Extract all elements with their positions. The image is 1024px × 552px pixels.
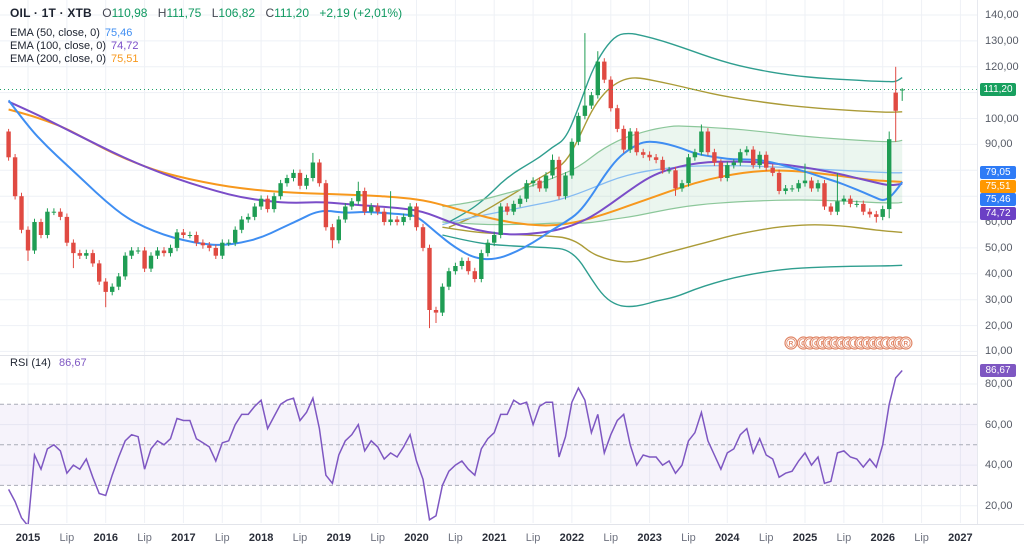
price-badge: 75,46 <box>980 193 1016 207</box>
time-tick-2021: 2021 <box>481 532 507 544</box>
svg-text:R: R <box>789 340 794 347</box>
symbol-title: OIL · 1T · XTB <box>10 6 92 20</box>
rsi-badge: 86,67 <box>980 363 1016 377</box>
price-axis-label: 40,00 <box>985 267 1013 280</box>
price-axis-label: 130,00 <box>985 34 1019 47</box>
time-tick-2027: 2027 <box>948 532 973 544</box>
open-value: O110,98 <box>102 6 148 20</box>
high-value: H111,75 <box>157 6 202 20</box>
rsi-zone <box>0 404 977 486</box>
band-fill-bottom-line <box>442 199 903 226</box>
time-tick-2015: 2015 <box>15 532 41 544</box>
rsi-legend[interactable]: RSI (14) 86,67 <box>10 357 87 369</box>
time-tick-Lip: Lip <box>525 532 541 544</box>
time-tick-Lip: Lip <box>448 532 463 544</box>
indicator-row-ema50[interactable]: EMA (50, close, 0) 75,46 <box>10 27 132 39</box>
ema100-label: EMA (100, close, 0) <box>10 40 106 52</box>
rsi-axis-label: 40,00 <box>985 459 1013 472</box>
time-tick-Lip: Lip <box>681 532 696 544</box>
rsi-line <box>7 370 903 528</box>
price-axis-label: 100,00 <box>985 112 1019 125</box>
band-basis-line <box>442 164 903 226</box>
time-tick-2022: 2022 <box>559 532 585 544</box>
time-tick-2020: 2020 <box>404 532 429 544</box>
price-axis-label: 120,00 <box>985 60 1019 73</box>
time-tick-Lip: Lip <box>370 532 386 544</box>
price-badge: 111,20 <box>980 83 1016 97</box>
time-tick-2018: 2018 <box>248 532 274 544</box>
ema50-value: 75,46 <box>104 27 133 39</box>
ema200-label: EMA (200, close, 0) <box>10 53 106 65</box>
time-axis[interactable]: 2015 Lip 2016 Lip 2017 Lip 2018 Lip 2019 Lip 2020 L… <box>0 524 1024 552</box>
rsi-axis-label: 60,00 <box>985 418 1013 431</box>
band-teal-upper-line <box>448 32 903 223</box>
price-badge: 75,51 <box>980 179 1016 193</box>
price-badge: 79,05 <box>980 166 1016 180</box>
rsi-label: RSI (14) <box>10 357 51 369</box>
time-tick-2016: 2016 <box>93 532 118 544</box>
change-value: +2,19 (+2,01%) <box>319 6 403 20</box>
time-tick-Lip: Lip <box>137 532 152 544</box>
time-tick-Lip: Lip <box>836 532 852 544</box>
low-value: L106,82 <box>211 6 256 20</box>
ema50-label: EMA (50, close, 0) <box>10 27 100 39</box>
time-tick-Lip: Lip <box>214 532 230 544</box>
price-axis-label: 10,00 <box>985 345 1013 358</box>
svg-text:R: R <box>904 340 909 347</box>
event-marker-icons[interactable]: RCICFFCFCICFECICER <box>784 336 913 350</box>
band-envelope <box>442 32 903 308</box>
ema100-line <box>8 100 903 236</box>
price-axis[interactable]: 140,00 130,00 120,00 100,00 90,00 60,00 50,00 4… <box>977 0 1024 552</box>
band-teal-lower-line <box>442 234 903 308</box>
band-olive-lower-line <box>442 224 903 263</box>
chart-grid <box>0 0 977 523</box>
indicator-row-ema100[interactable]: EMA (100, close, 0) 74,72 <box>10 40 139 52</box>
rsi-axis-label: 20,00 <box>985 499 1013 512</box>
time-tick-Lip: Lip <box>758 532 774 544</box>
rsi-axis-label: 80,00 <box>985 378 1013 390</box>
ema100-value: 74,72 <box>111 40 139 52</box>
rsi-pane <box>0 370 977 528</box>
price-axis-label: 140,00 <box>985 9 1019 21</box>
indicator-row-ema200[interactable]: EMA (200, close, 0) 75,51 <box>10 53 139 65</box>
time-tick-2017: 2017 <box>171 532 196 544</box>
time-tick-2019: 2019 <box>326 532 352 544</box>
price-axis-label: 50,00 <box>985 241 1013 254</box>
time-tick-Lip: Lip <box>59 532 75 544</box>
close-value: C111,20 <box>265 6 310 20</box>
time-tick-2023: 2023 <box>637 532 662 544</box>
rsi-value: 86,67 <box>59 357 87 369</box>
candlestick-series <box>6 33 905 329</box>
time-tick-2024: 2024 <box>715 532 740 544</box>
ema200-value: 75,51 <box>111 53 139 65</box>
price-axis-label: 90,00 <box>985 138 1013 151</box>
time-tick-2026: 2026 <box>870 532 895 544</box>
time-tick-Lip: Lip <box>292 532 308 544</box>
symbol-header-row[interactable]: OIL · 1T · XTB O110,98 H111,75 L106,82 C… <box>10 6 402 20</box>
price-axis-label: 30,00 <box>985 293 1013 306</box>
time-tick-Lip: Lip <box>603 532 619 544</box>
price-axis-label: 20,00 <box>985 319 1013 332</box>
time-tick-2025: 2025 <box>792 532 818 544</box>
time-tick-Lip: Lip <box>914 532 929 544</box>
price-badge: 74,72 <box>980 206 1016 220</box>
